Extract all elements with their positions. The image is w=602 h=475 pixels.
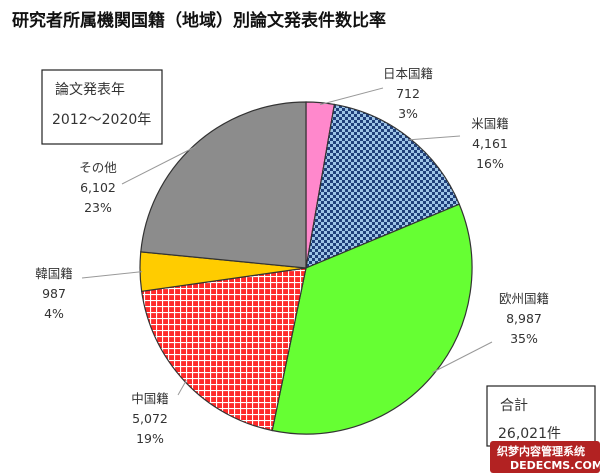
- leader-line-japan: [319, 87, 384, 106]
- slice-labels: 日本国籍 712 3% 米国籍 4,161 16% 欧州国籍 8,987 35% 中国籍 5,072…: [35, 66, 549, 446]
- label-name-usa: 米国籍: [471, 116, 509, 131]
- period-box-line1: 論文発表年: [55, 82, 125, 98]
- label-count-europe: 8,987: [506, 311, 542, 326]
- watermark: 织梦内容管理系统 DEDECMS.COM: [490, 441, 602, 473]
- leader-line-europe: [432, 341, 493, 373]
- label-count-usa: 4,161: [472, 136, 508, 151]
- period-box-line2: 2012～2020年: [52, 112, 151, 128]
- total-box-line2: 26,021件: [498, 426, 561, 442]
- label-percent-other: 23%: [84, 200, 112, 215]
- label-name-europe: 欧州国籍: [499, 291, 549, 306]
- watermark-line2: DEDECMS.COM: [510, 459, 602, 472]
- label-name-japan: 日本国籍: [383, 66, 433, 81]
- leader-line-china: [177, 379, 187, 396]
- label-percent-china: 19%: [136, 431, 164, 446]
- period-box: 論文発表年 2012～2020年: [41, 69, 163, 145]
- slice-other: [140, 101, 307, 269]
- label-percent-japan: 3%: [398, 106, 418, 121]
- total-box: 合計 26,021件: [486, 385, 596, 447]
- label-count-other: 6,102: [80, 180, 116, 195]
- pie-slices: [139, 101, 473, 435]
- label-name-other: その他: [79, 160, 117, 175]
- slice-europe: [271, 203, 473, 435]
- label-percent-korea: 4%: [44, 306, 64, 321]
- leader-line-usa: [408, 135, 461, 141]
- label-count-japan: 712: [396, 86, 420, 101]
- chart-title: 研究者所属機関国籍（地域）別論文発表件数比率: [12, 10, 386, 31]
- slice-china: [140, 267, 307, 432]
- label-name-korea: 韓国籍: [35, 266, 73, 281]
- watermark-line1: 织梦内容管理系统: [497, 444, 585, 458]
- label-percent-usa: 16%: [476, 156, 504, 171]
- total-box-line1: 合計: [500, 398, 528, 414]
- label-count-korea: 987: [42, 286, 66, 301]
- label-percent-europe: 35%: [510, 331, 538, 346]
- label-count-china: 5,072: [132, 411, 168, 426]
- slice-usa: [305, 103, 461, 269]
- label-name-china: 中国籍: [131, 391, 169, 406]
- leader-line-other: [121, 146, 197, 185]
- leader-line-korea: [81, 271, 143, 279]
